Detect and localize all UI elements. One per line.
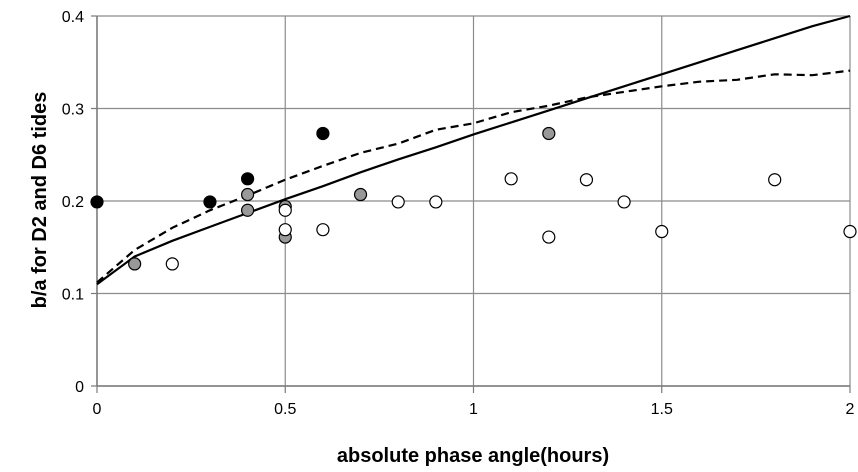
open-circle-marker xyxy=(165,257,179,271)
solid-line-series xyxy=(96,14,851,286)
y-tick-label: 0.3 xyxy=(62,102,84,119)
chart-tick-labels: 0 0.5 1 1.5 2 0 0.1 0.2 0.3 0.4 xyxy=(62,9,855,418)
open-circle-marker xyxy=(617,195,631,209)
open-circle-marker xyxy=(579,173,594,187)
open-circle-marker xyxy=(542,230,556,244)
open-circle-marker xyxy=(278,223,292,237)
open-circle-marker xyxy=(655,224,669,239)
x-tick-label: 1.5 xyxy=(651,401,673,418)
open-circle-marker xyxy=(316,223,330,237)
open-circle-marker xyxy=(278,203,292,217)
filled-black-marker xyxy=(316,126,330,141)
y-tick-label: 0.2 xyxy=(62,194,84,211)
y-tick-label: 0.4 xyxy=(62,9,84,26)
filled-gray-marker xyxy=(128,257,142,271)
x-tick-label: 2 xyxy=(846,401,855,418)
x-tick-label: 0.5 xyxy=(274,401,296,418)
filled-gray-marker xyxy=(353,187,368,202)
open-circle-marker xyxy=(768,173,782,187)
filled-black-marker xyxy=(90,195,104,209)
chart-points xyxy=(90,126,857,271)
filled-gray-marker xyxy=(542,126,556,141)
filled-black-marker xyxy=(203,195,217,209)
y-tick-label: 0.1 xyxy=(62,287,84,304)
x-tick-label: 1 xyxy=(469,401,478,418)
open-circle-marker xyxy=(429,195,443,209)
x-axis-title: absolute phase angle(hours) xyxy=(337,445,609,467)
open-circle-marker xyxy=(391,195,405,209)
chart-lines xyxy=(96,14,851,286)
y-tick-label: 0 xyxy=(75,379,84,396)
x-tick-label: 0 xyxy=(93,401,102,418)
y-axis-title: b/a for D2 and D6 tides xyxy=(29,92,51,309)
filled-black-marker xyxy=(241,172,255,186)
open-circle-marker xyxy=(843,224,857,239)
filled-gray-marker xyxy=(241,187,255,202)
filled-gray-marker xyxy=(241,203,255,217)
dashed-line-series xyxy=(96,69,851,284)
open-circle-marker xyxy=(504,172,518,186)
